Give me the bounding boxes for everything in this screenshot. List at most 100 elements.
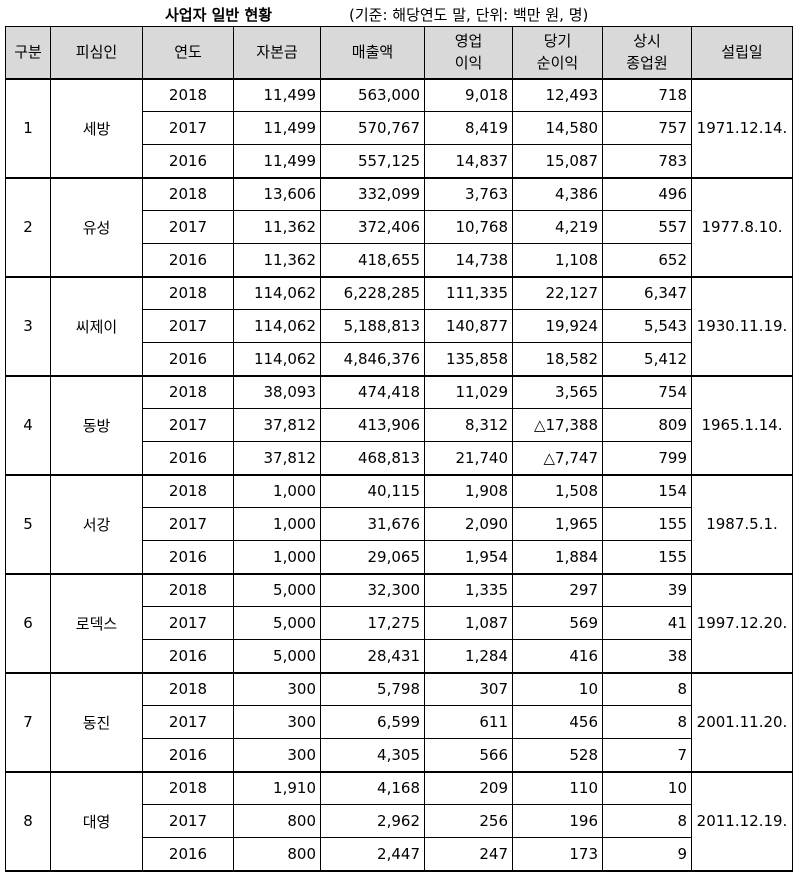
sales-cell: 5,188,813 (320, 309, 425, 343)
operating-profit-cell: 135,858 (424, 342, 513, 377)
company-name-cell: 동진 (50, 672, 143, 773)
sales-cell: 40,115 (320, 474, 425, 508)
founded-date-cell: 1977.8.10. (691, 177, 793, 278)
net-income-cell: 528 (512, 738, 603, 773)
operating-profit-cell: 21,740 (424, 441, 513, 476)
table-row: 2017 1,000 31,676 2,090 1,965 155 (6, 507, 793, 541)
year-cell: 2018 (142, 672, 234, 706)
year-cell: 2017 (142, 408, 234, 442)
net-income-cell: 456 (512, 705, 603, 739)
operating-profit-cell: 14,837 (424, 144, 513, 179)
net-income-cell: 297 (512, 573, 603, 607)
sales-cell: 468,813 (320, 441, 425, 476)
operating-profit-cell: 111,335 (424, 276, 513, 310)
employees-cell: 154 (602, 474, 692, 508)
net-income-cell: 416 (512, 639, 603, 674)
net-income-cell: 15,087 (512, 144, 603, 179)
operating-profit-cell: 3,763 (424, 177, 513, 211)
header-operating-profit: 영업 이익 (424, 26, 513, 80)
employees-cell: 496 (602, 177, 692, 211)
capital-cell: 300 (233, 672, 321, 706)
table-row: 2017 11,362 372,406 10,768 4,219 557 (6, 210, 793, 244)
employees-cell: 7 (602, 738, 692, 773)
employees-cell: 5,543 (602, 309, 692, 343)
table-row: 2016 11,362 418,655 14,738 1,108 652 (6, 243, 793, 278)
capital-cell: 5,000 (233, 639, 321, 674)
net-income-cell: 10 (512, 672, 603, 706)
founded-date-cell: 1971.12.14. (691, 78, 793, 179)
year-cell: 2017 (142, 111, 234, 145)
company-number-cell: 7 (5, 672, 51, 773)
table-title: 사업자 일반 현황 (165, 6, 273, 24)
header-net-income-line1: 당기 (543, 32, 572, 51)
operating-profit-cell: 2,090 (424, 507, 513, 541)
net-income-cell: 4,386 (512, 177, 603, 211)
operating-profit-cell: 1,087 (424, 606, 513, 640)
table-row: 2016 37,812 468,813 21,740 △7,747 799 (6, 441, 793, 476)
capital-cell: 5,000 (233, 573, 321, 607)
header-employees-line1: 상시 (633, 32, 661, 51)
employees-cell: 757 (602, 111, 692, 145)
table-row: 2017 800 2,962 256 196 8 (6, 804, 793, 838)
table-row: 7 동진 2018 300 5,798 307 10 8 2001.11.20. (5, 672, 793, 773)
year-cell: 2016 (142, 441, 234, 476)
year-cell: 2018 (142, 177, 234, 211)
year-cell: 2018 (142, 78, 234, 112)
operating-profit-cell: 1,284 (424, 639, 513, 674)
sales-cell: 570,767 (320, 111, 425, 145)
table-body: 1 세방 2018 11,499 563,000 9,018 12,493 718 1971.1… (5, 78, 793, 872)
year-cell: 2016 (142, 738, 234, 773)
operating-profit-cell: 8,419 (424, 111, 513, 145)
operating-profit-cell: 247 (424, 837, 513, 872)
capital-cell: 11,499 (233, 78, 321, 112)
capital-cell: 11,362 (233, 210, 321, 244)
net-income-cell: 19,924 (512, 309, 603, 343)
net-income-cell: △17,388 (512, 408, 603, 442)
capital-cell: 1,000 (233, 474, 321, 508)
employees-cell: 8 (602, 705, 692, 739)
company-name-cell: 대영 (50, 771, 143, 872)
net-income-cell: 196 (512, 804, 603, 838)
sales-cell: 6,599 (320, 705, 425, 739)
capital-cell: 37,812 (233, 408, 321, 442)
employees-cell: 41 (602, 606, 692, 640)
capital-cell: 11,362 (233, 243, 321, 278)
founded-date-cell: 2011.12.19. (691, 771, 793, 872)
table-row: 2017 37,812 413,906 8,312 △17,388 809 (6, 408, 793, 442)
table-row: 3 씨제이 2018 114,062 6,228,285 111,335 22,127 6,3… (5, 276, 793, 377)
year-cell: 2016 (142, 639, 234, 674)
table-row: 1 세방 2018 11,499 563,000 9,018 12,493 718 1971.1… (5, 78, 793, 179)
capital-cell: 11,499 (233, 111, 321, 145)
operating-profit-cell: 1,908 (424, 474, 513, 508)
employees-cell: 754 (602, 375, 692, 409)
operating-profit-cell: 256 (424, 804, 513, 838)
table-row: 2017 114,062 5,188,813 140,877 19,924 5,543 (6, 309, 793, 343)
capital-cell: 13,606 (233, 177, 321, 211)
table-row: 2016 11,499 557,125 14,837 15,087 783 (6, 144, 793, 179)
employees-cell: 718 (602, 78, 692, 112)
operating-profit-cell: 611 (424, 705, 513, 739)
employees-cell: 809 (602, 408, 692, 442)
operating-profit-cell: 1,335 (424, 573, 513, 607)
employees-cell: 155 (602, 540, 692, 575)
year-cell: 2018 (142, 375, 234, 409)
net-income-cell: 1,108 (512, 243, 603, 278)
header-net-income-line2: 순이익 (536, 54, 579, 73)
operating-profit-cell: 140,877 (424, 309, 513, 343)
operating-profit-cell: 10,768 (424, 210, 513, 244)
capital-cell: 300 (233, 705, 321, 739)
sales-cell: 474,418 (320, 375, 425, 409)
year-cell: 2016 (142, 144, 234, 179)
sales-cell: 4,168 (320, 771, 425, 805)
table-row: 2017 300 6,599 611 456 8 (6, 705, 793, 739)
net-income-cell: 110 (512, 771, 603, 805)
sales-cell: 4,305 (320, 738, 425, 773)
employees-cell: 155 (602, 507, 692, 541)
sales-cell: 28,431 (320, 639, 425, 674)
capital-cell: 38,093 (233, 375, 321, 409)
header-year: 연도 (142, 26, 234, 80)
sales-cell: 372,406 (320, 210, 425, 244)
table-row: 2016 114,062 4,846,376 135,858 18,582 5,412 (6, 342, 793, 377)
table-row: 5 서강 2018 1,000 40,115 1,908 1,508 154 1987.5.1. (5, 474, 793, 575)
